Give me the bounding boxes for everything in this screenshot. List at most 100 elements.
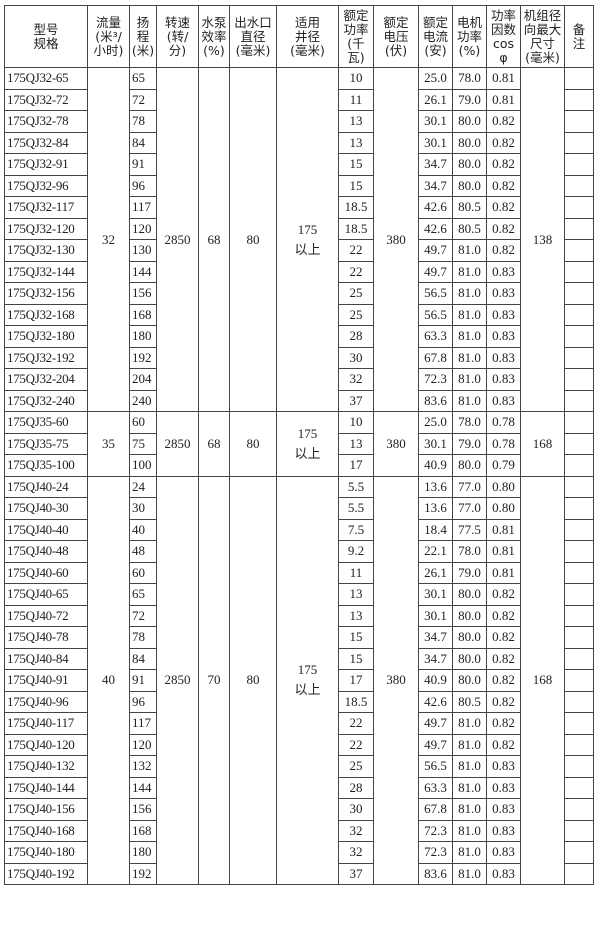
remarks-cell: [564, 540, 594, 563]
motor-efficiency-cell: 81.0: [452, 733, 487, 756]
power-factor-cell: 0.81: [486, 540, 521, 563]
model-cell: 175QJ40-48: [4, 540, 88, 563]
head-cell: 78: [129, 626, 157, 649]
motor-efficiency-cell: 80.0: [452, 131, 487, 154]
table-row: 175QJ32-72 72 11 26.1 79.0 0.81: [4, 88, 594, 111]
remarks-cell: [564, 475, 594, 498]
max-radial-size-cell: 168: [520, 411, 565, 477]
power-factor-cell: 0.78: [486, 432, 521, 455]
remarks-cell: [564, 798, 594, 821]
rated-current-cell: 42.6: [418, 690, 453, 713]
model-cell: 175QJ40-30: [4, 497, 88, 520]
header-efficiency: 水泵 效率 (%): [198, 5, 230, 68]
power-factor-cell: 0.83: [486, 841, 521, 864]
rated-power-cell: 13: [338, 131, 374, 154]
power-factor-cell: 0.80: [486, 475, 521, 498]
remarks-cell: [564, 755, 594, 778]
rated-current-cell: 30.1: [418, 110, 453, 133]
power-factor-cell: 0.83: [486, 368, 521, 391]
remarks-cell: [564, 110, 594, 133]
rated-current-cell: 30.1: [418, 604, 453, 627]
power-factor-cell: 0.82: [486, 690, 521, 713]
speed-cell: 2850: [156, 411, 199, 477]
rated-current-cell: 30.1: [418, 432, 453, 455]
table-row: 175QJ40-168 168 32 72.3 81.0 0.83: [4, 819, 594, 842]
model-cell: 175QJ40-40: [4, 518, 88, 541]
remarks-cell: [564, 497, 594, 520]
remarks-cell: [564, 647, 594, 670]
model-cell: 175QJ40-60: [4, 561, 88, 584]
model-cell: 175QJ35-100: [4, 454, 88, 477]
rated-power-cell: 9.2: [338, 540, 374, 563]
max-radial-size-cell: 168: [520, 475, 565, 885]
rated-power-cell: 10: [338, 67, 374, 90]
rated-current-cell: 67.8: [418, 798, 453, 821]
rated-power-cell: 18.5: [338, 690, 374, 713]
head-cell: 84: [129, 131, 157, 154]
rated-power-cell: 13: [338, 583, 374, 606]
rated-power-cell: 37: [338, 389, 374, 412]
motor-efficiency-cell: 78.0: [452, 411, 487, 434]
power-factor-cell: 0.82: [486, 196, 521, 219]
header-row: 型号 规格 流量 (米³/ 小时) 扬 程 (米) 转速 (转/ 分) 水泵 效率 (%…: [4, 5, 594, 68]
power-factor-cell: 0.83: [486, 389, 521, 412]
motor-efficiency-cell: 81.0: [452, 755, 487, 778]
header-speed: 转速 (转/ 分): [156, 5, 199, 68]
model-cell: 175QJ32-168: [4, 303, 88, 326]
rated-power-cell: 30: [338, 346, 374, 369]
header-rated-current: 额定 电流 (安): [418, 5, 453, 68]
rated-power-cell: 32: [338, 819, 374, 842]
head-cell: 48: [129, 540, 157, 563]
remarks-cell: [564, 561, 594, 584]
motor-efficiency-cell: 77.0: [452, 475, 487, 498]
model-cell: 175QJ32-156: [4, 282, 88, 305]
model-cell: 175QJ32-78: [4, 110, 88, 133]
table-row: 175QJ32-168 168 25 56.5 81.0 0.83: [4, 303, 594, 326]
flow-cell: 35: [87, 411, 130, 477]
rated-current-cell: 13.6: [418, 497, 453, 520]
remarks-cell: [564, 260, 594, 283]
model-cell: 175QJ40-180: [4, 841, 88, 864]
remarks-cell: [564, 88, 594, 111]
motor-efficiency-cell: 78.0: [452, 540, 487, 563]
rated-current-cell: 72.3: [418, 368, 453, 391]
table-row: 175QJ40-117 117 22 49.7 81.0 0.82: [4, 712, 594, 735]
table-row: 175QJ40-60 60 11 26.1 79.0 0.81: [4, 561, 594, 584]
model-cell: 175QJ32-84: [4, 131, 88, 154]
motor-efficiency-cell: 81.0: [452, 282, 487, 305]
head-cell: 130: [129, 239, 157, 262]
efficiency-cell: 70: [198, 475, 230, 885]
power-factor-cell: 0.82: [486, 647, 521, 670]
remarks-cell: [564, 131, 594, 154]
rated-current-cell: 56.5: [418, 282, 453, 305]
table-row: 175QJ32-117 117 18.5 42.6 80.5 0.82: [4, 196, 594, 219]
head-cell: 180: [129, 841, 157, 864]
power-factor-cell: 0.83: [486, 260, 521, 283]
head-cell: 192: [129, 862, 157, 885]
motor-efficiency-cell: 79.0: [452, 88, 487, 111]
table-row: 175QJ40-40 40 7.5 18.4 77.5 0.81: [4, 518, 594, 541]
header-remarks: 备 注: [564, 5, 594, 68]
head-cell: 144: [129, 260, 157, 283]
motor-efficiency-cell: 81.0: [452, 325, 487, 348]
rated-current-cell: 67.8: [418, 346, 453, 369]
model-cell: 175QJ32-130: [4, 239, 88, 262]
model-cell: 175QJ32-192: [4, 346, 88, 369]
head-cell: 84: [129, 647, 157, 670]
head-cell: 117: [129, 196, 157, 219]
table-row: 175QJ40-48 48 9.2 22.1 78.0 0.81: [4, 540, 594, 563]
rated-power-cell: 18.5: [338, 217, 374, 240]
well-diameter-cell: 175 以上: [276, 411, 339, 477]
outlet-diameter-cell: 80: [229, 411, 277, 477]
flow-cell: 40: [87, 475, 130, 885]
motor-efficiency-cell: 81.0: [452, 819, 487, 842]
remarks-cell: [564, 217, 594, 240]
motor-efficiency-cell: 80.0: [452, 174, 487, 197]
model-cell: 175QJ40-168: [4, 819, 88, 842]
rated-power-cell: 13: [338, 110, 374, 133]
remarks-cell: [564, 432, 594, 455]
efficiency-cell: 68: [198, 411, 230, 477]
table-row: 175QJ40-78 78 15 34.7 80.0 0.82: [4, 626, 594, 649]
table-row: 175QJ32-204 204 32 72.3 81.0 0.83: [4, 368, 594, 391]
head-cell: 192: [129, 346, 157, 369]
